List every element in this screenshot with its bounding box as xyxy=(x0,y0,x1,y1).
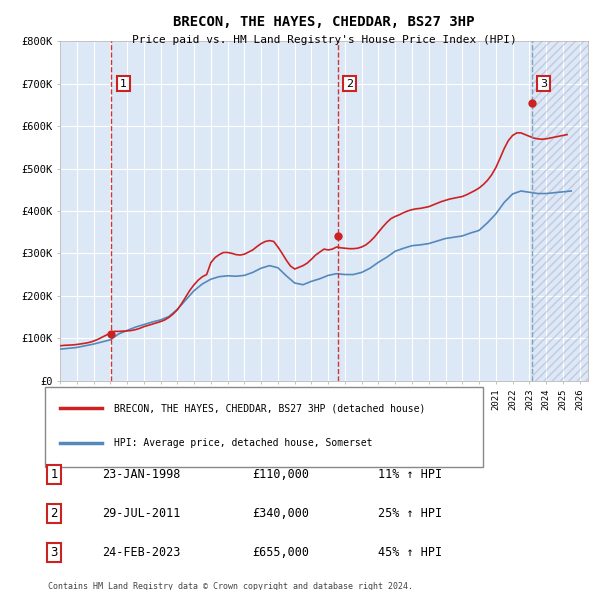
Text: £340,000: £340,000 xyxy=(252,507,309,520)
Text: Price paid vs. HM Land Registry's House Price Index (HPI): Price paid vs. HM Land Registry's House … xyxy=(131,35,517,45)
Text: 11% ↑ HPI: 11% ↑ HPI xyxy=(378,468,442,481)
Text: BRECON, THE HAYES, CHEDDAR, BS27 3HP: BRECON, THE HAYES, CHEDDAR, BS27 3HP xyxy=(173,15,475,29)
Text: 45% ↑ HPI: 45% ↑ HPI xyxy=(378,546,442,559)
Text: 1: 1 xyxy=(120,78,127,88)
Text: 25% ↑ HPI: 25% ↑ HPI xyxy=(378,507,442,520)
Text: HPI: Average price, detached house, Somerset: HPI: Average price, detached house, Some… xyxy=(114,438,373,448)
Text: £655,000: £655,000 xyxy=(252,546,309,559)
Text: 24-FEB-2023: 24-FEB-2023 xyxy=(102,546,181,559)
FancyBboxPatch shape xyxy=(45,386,483,467)
Text: 3: 3 xyxy=(540,78,547,88)
Text: 2: 2 xyxy=(50,507,58,520)
Text: Contains HM Land Registry data © Crown copyright and database right 2024.
This d: Contains HM Land Registry data © Crown c… xyxy=(48,582,413,590)
Text: BRECON, THE HAYES, CHEDDAR, BS27 3HP (detached house): BRECON, THE HAYES, CHEDDAR, BS27 3HP (de… xyxy=(114,404,425,413)
Text: 3: 3 xyxy=(50,546,58,559)
Text: 29-JUL-2011: 29-JUL-2011 xyxy=(102,507,181,520)
Text: 1: 1 xyxy=(50,468,58,481)
Text: £110,000: £110,000 xyxy=(252,468,309,481)
Text: 2: 2 xyxy=(346,78,353,88)
Text: 23-JAN-1998: 23-JAN-1998 xyxy=(102,468,181,481)
